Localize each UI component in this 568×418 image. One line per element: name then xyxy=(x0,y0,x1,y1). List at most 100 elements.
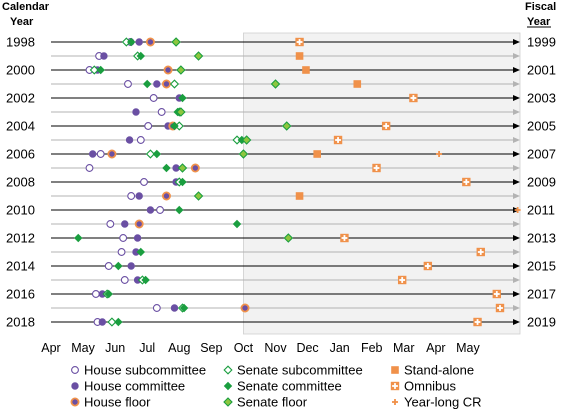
legend-label: House floor xyxy=(84,395,151,410)
shaded-fiscal-region xyxy=(243,32,521,335)
fiscal-year-label: 2005 xyxy=(527,119,556,134)
calendar-year-label: 1998 xyxy=(6,35,35,50)
calendar-year-label: 2008 xyxy=(6,175,35,190)
house-committee-point xyxy=(135,38,143,46)
year-arrowhead xyxy=(513,291,520,297)
year-arrowhead xyxy=(513,53,520,59)
house-floor-point xyxy=(161,191,171,201)
legend-item: Senate committee xyxy=(223,379,342,394)
house-subcommittee-point xyxy=(91,290,100,298)
house-floor-point xyxy=(190,163,200,173)
month-tick-label: Mar xyxy=(393,341,415,355)
fiscal-year-label: 2015 xyxy=(527,259,556,274)
fiscal-year-label: 2013 xyxy=(527,231,556,246)
senate-committee-point xyxy=(142,79,152,89)
year-arrowhead xyxy=(513,109,520,115)
senate-floor-point xyxy=(238,149,249,159)
fiscal-year-label: 2017 xyxy=(527,287,556,302)
house-subcommittee-point xyxy=(96,150,105,158)
house-subcommittee-point xyxy=(104,262,113,270)
month-tick-label: May xyxy=(456,341,480,355)
house-floor-point xyxy=(163,65,173,75)
fiscal-year-label: 2007 xyxy=(527,147,556,162)
senate-subcommittee-point xyxy=(169,79,180,89)
omnibus-point xyxy=(397,275,407,285)
omnibus-point xyxy=(462,177,471,187)
year-arrowhead xyxy=(513,277,520,283)
senate-floor-point xyxy=(193,191,204,201)
month-tick-label: Jun xyxy=(105,341,125,355)
left-header-line2: Year xyxy=(10,16,34,28)
month-tick-label: May xyxy=(71,341,95,355)
fiscal-year-label: 1999 xyxy=(527,35,556,50)
legend-label: House subcommittee xyxy=(84,363,206,378)
omnibus-point xyxy=(473,317,482,327)
fiscal-year-label: 2011 xyxy=(527,203,555,218)
omnibus-point xyxy=(295,37,304,47)
calendar-year-label: 2006 xyxy=(6,147,35,162)
house-committee-point xyxy=(132,108,140,116)
legend-marker xyxy=(70,397,80,407)
house-subcommittee-point xyxy=(127,192,136,200)
senate-committee-point xyxy=(178,93,187,103)
legend-label: Year-long CR xyxy=(404,395,482,410)
omnibus-point xyxy=(423,261,433,271)
year-arrowhead xyxy=(513,123,520,129)
legend-marker xyxy=(223,381,233,391)
year-long-cr-point xyxy=(514,207,521,213)
month-tick-label: Apr xyxy=(426,341,445,355)
omnibus-point xyxy=(340,233,349,243)
stand-alone-point xyxy=(295,52,304,60)
senate-committee-point xyxy=(152,149,162,159)
year-arrowhead xyxy=(513,165,520,171)
right-header-line2: Year xyxy=(527,16,551,28)
senate-floor-point xyxy=(241,135,252,145)
senate-floor-point xyxy=(177,163,188,173)
house-subcommittee-point xyxy=(156,206,164,214)
house-committee-point xyxy=(146,206,155,214)
month-tick-label: Oct xyxy=(234,341,254,355)
fiscal-year-label: 2019 xyxy=(527,315,556,330)
house-subcommittee-point xyxy=(144,122,153,130)
year-arrowhead xyxy=(513,221,520,227)
house-floor-point xyxy=(240,303,250,313)
senate-floor-point xyxy=(283,233,294,243)
senate-committee-point xyxy=(179,303,189,313)
house-subcommittee-point xyxy=(120,276,129,284)
year-arrowhead xyxy=(513,95,520,101)
left-header-line1: Calendar xyxy=(2,1,50,13)
house-committee-point xyxy=(133,234,142,242)
year-arrowhead xyxy=(513,67,520,73)
legend-marker xyxy=(391,366,399,374)
senate-committee-point xyxy=(104,289,113,299)
legend-label: Stand-alone xyxy=(404,363,474,378)
legend-label: Senate subcommittee xyxy=(237,363,363,378)
senate-committee-point xyxy=(175,205,184,215)
year-arrowhead xyxy=(513,39,520,45)
senate-floor-point xyxy=(176,107,186,117)
senate-committee-point xyxy=(136,247,146,257)
year-arrowhead xyxy=(513,305,520,311)
senate-subcommittee-point xyxy=(107,317,117,327)
house-subcommittee-point xyxy=(152,304,161,312)
house-subcommittee-point xyxy=(149,94,158,102)
senate-committee-point xyxy=(136,51,146,61)
house-committee-point xyxy=(153,80,161,88)
omnibus-point xyxy=(495,303,505,313)
senate-subcommittee-point xyxy=(145,149,155,159)
legend-label: Omnibus xyxy=(404,379,457,394)
legend-label: Senate floor xyxy=(237,395,308,410)
house-committee-point xyxy=(98,318,107,326)
omnibus-point xyxy=(476,247,485,257)
right-header-line1: Fiscal xyxy=(525,1,556,13)
year-long-cr-point xyxy=(436,151,443,157)
legend-marker xyxy=(71,382,79,390)
senate-committee-point xyxy=(162,163,171,173)
year-arrowhead xyxy=(513,319,520,325)
legend-marker xyxy=(390,381,400,391)
month-tick-label: Jan xyxy=(330,341,350,355)
senate-committee-point xyxy=(170,121,179,131)
senate-committee-point xyxy=(74,233,83,243)
house-floor-point xyxy=(107,149,117,159)
